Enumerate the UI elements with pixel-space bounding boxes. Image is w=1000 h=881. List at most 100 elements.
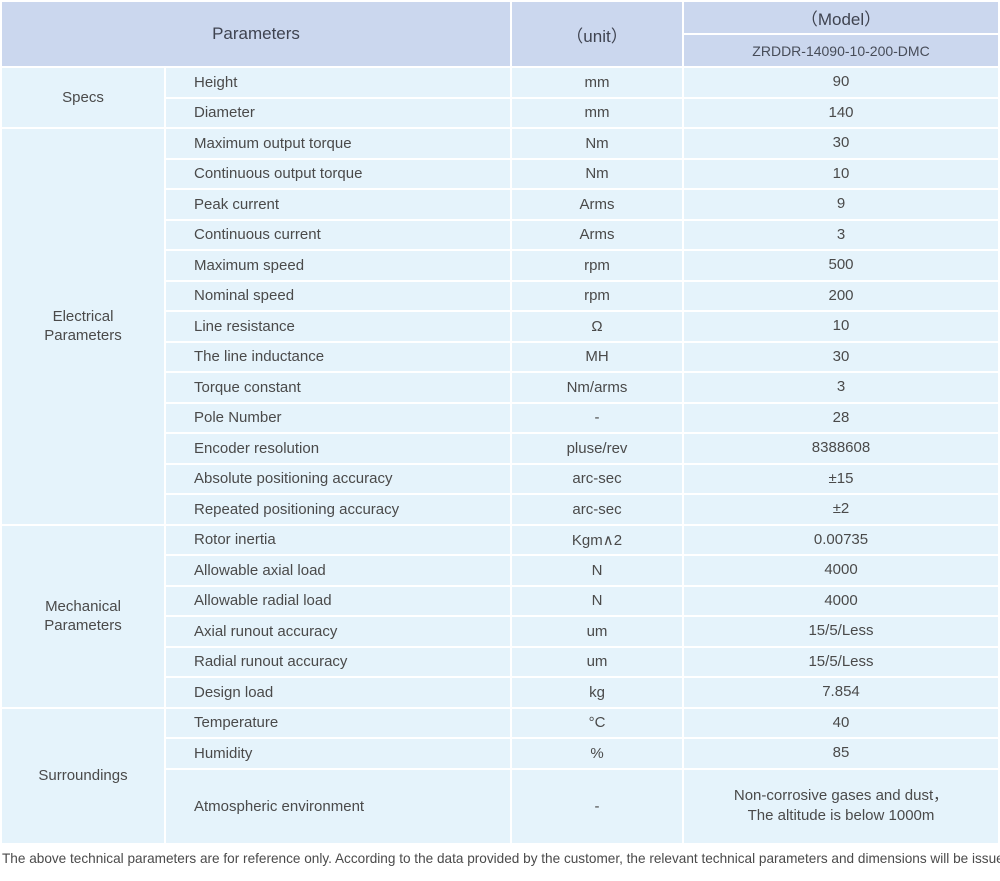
param-cell: Allowable axial load xyxy=(166,556,510,585)
unit-cell: Nm/arms xyxy=(512,373,682,402)
table-row: Maximum speed rpm 500 xyxy=(2,251,998,280)
table-row: Repeated positioning accuracy arc-sec ±2 xyxy=(2,495,998,524)
value-cell: 4000 xyxy=(684,586,998,615)
value-cell: 28 xyxy=(684,403,998,432)
value-cell: 10 xyxy=(684,159,998,188)
value-cell: ±15 xyxy=(684,464,998,493)
value-cell: 85 xyxy=(684,739,998,768)
value-cell: 3 xyxy=(684,373,998,402)
unit-cell: MH xyxy=(512,342,682,371)
value-cell: 3 xyxy=(684,220,998,249)
table-row: Design load kg 7.854 xyxy=(2,678,998,707)
unit-cell: - xyxy=(512,403,682,432)
table-row: Line resistance Ω 10 xyxy=(2,312,998,341)
param-cell: Continuous current xyxy=(166,220,510,249)
param-cell: Diameter xyxy=(166,98,510,127)
unit-cell: Ω xyxy=(512,312,682,341)
table-row: Torque constant Nm/arms 3 xyxy=(2,373,998,402)
unit-cell: um xyxy=(512,647,682,676)
table-row: Diameter mm 140 xyxy=(2,98,998,127)
unit-cell: rpm xyxy=(512,281,682,310)
param-cell: Line resistance xyxy=(166,312,510,341)
value-cell: 9 xyxy=(684,190,998,219)
unit-cell: Kgm∧2 xyxy=(512,525,682,554)
param-cell: Temperature xyxy=(166,708,510,737)
table-row: Axial runout accuracy um 15/5/Less xyxy=(2,617,998,646)
table-row: Humidity % 85 xyxy=(2,739,998,768)
table-row: The line inductance MH 30 xyxy=(2,342,998,371)
value-cell: 8388608 xyxy=(684,434,998,463)
value-cell: 7.854 xyxy=(684,678,998,707)
table-row: Allowable radial load N 4000 xyxy=(2,586,998,615)
value-cell: 90 xyxy=(684,68,998,97)
param-cell: The line inductance xyxy=(166,342,510,371)
param-cell: Maximum output torque xyxy=(166,129,510,158)
group-cell-mechanical: Mechanical Parameters xyxy=(2,525,164,707)
value-cell: 200 xyxy=(684,281,998,310)
value-cell: 10 xyxy=(684,312,998,341)
param-cell: Nominal speed xyxy=(166,281,510,310)
param-cell: Allowable radial load xyxy=(166,586,510,615)
value-cell: 0.00735 xyxy=(684,525,998,554)
table-row: Nominal speed rpm 200 xyxy=(2,281,998,310)
value-cell: 30 xyxy=(684,129,998,158)
table-row: Continuous current Arms 3 xyxy=(2,220,998,249)
table-row: Mechanical Parameters Rotor inertia Kgm∧… xyxy=(2,525,998,707)
unit-cell: N xyxy=(512,586,682,615)
unit-cell: mm xyxy=(512,68,682,97)
unit-cell: um xyxy=(512,617,682,646)
header-model-row: ZRDDR-14090-10-200-DMC xyxy=(2,35,998,66)
unit-cell: Arms xyxy=(512,220,682,249)
value-cell: 15/5/Less xyxy=(684,617,998,646)
param-cell: Axial runout accuracy xyxy=(166,617,510,646)
table-row: Continuous output torque Nm 10 xyxy=(2,159,998,188)
group-cell-surroundings: Surroundings xyxy=(2,708,164,843)
unit-header: （unit） xyxy=(512,2,682,66)
table-row: Allowable axial load N 4000 xyxy=(2,556,998,585)
spec-table: Parameters （unit） （Model） ZRDDR-14090-10… xyxy=(2,2,998,843)
unit-cell: kg xyxy=(512,678,682,707)
unit-cell: mm xyxy=(512,98,682,127)
unit-cell: Nm xyxy=(512,129,682,158)
param-cell: Maximum speed xyxy=(166,251,510,280)
table-row: Electrical Parameters Maximum output tor… xyxy=(2,129,998,524)
parameters-header: Parameters xyxy=(2,2,510,66)
unit-cell: °C xyxy=(512,708,682,737)
value-cell: 500 xyxy=(684,251,998,280)
value-cell: ±2 xyxy=(684,495,998,524)
param-cell: Repeated positioning accuracy xyxy=(166,495,510,524)
unit-cell: rpm xyxy=(512,251,682,280)
param-cell: Peak current xyxy=(166,190,510,219)
footer-note: The above technical parameters are for r… xyxy=(2,850,1000,866)
param-cell: Continuous output torque xyxy=(166,159,510,188)
unit-cell: % xyxy=(512,739,682,768)
value-cell: 140 xyxy=(684,98,998,127)
unit-cell: N xyxy=(512,556,682,585)
table-row: Atmospheric environment - Non-corrosive … xyxy=(2,769,998,843)
param-cell: Torque constant xyxy=(166,373,510,402)
param-cell: Absolute positioning accuracy xyxy=(166,464,510,493)
model-value: ZRDDR-14090-10-200-DMC xyxy=(684,35,998,66)
param-cell: Encoder resolution xyxy=(166,434,510,463)
unit-cell: arc-sec xyxy=(512,464,682,493)
value-cell: 4000 xyxy=(684,556,998,585)
group-cell-electrical: Electrical Parameters xyxy=(2,129,164,524)
value-cell: Non-corrosive gases and dust， The altitu… xyxy=(684,769,998,843)
param-cell: Humidity xyxy=(166,739,510,768)
value-cell: 40 xyxy=(684,708,998,737)
unit-cell: Nm xyxy=(512,159,682,188)
param-cell: Pole Number xyxy=(166,403,510,432)
table-row: Radial runout accuracy um 15/5/Less xyxy=(2,647,998,676)
table-row: Peak current Arms 9 xyxy=(2,190,998,219)
param-cell: Radial runout accuracy xyxy=(166,647,510,676)
value-cell: 15/5/Less xyxy=(684,647,998,676)
unit-cell: arc-sec xyxy=(512,495,682,524)
unit-cell: - xyxy=(512,769,682,843)
param-cell: Atmospheric environment xyxy=(166,769,510,843)
param-cell: Height xyxy=(166,68,510,97)
param-cell: Rotor inertia xyxy=(166,525,510,554)
header-row: Parameters （unit） （Model） xyxy=(2,2,998,66)
model-header: （Model） xyxy=(684,2,998,33)
table-row: Specs Height mm 90 xyxy=(2,68,998,127)
